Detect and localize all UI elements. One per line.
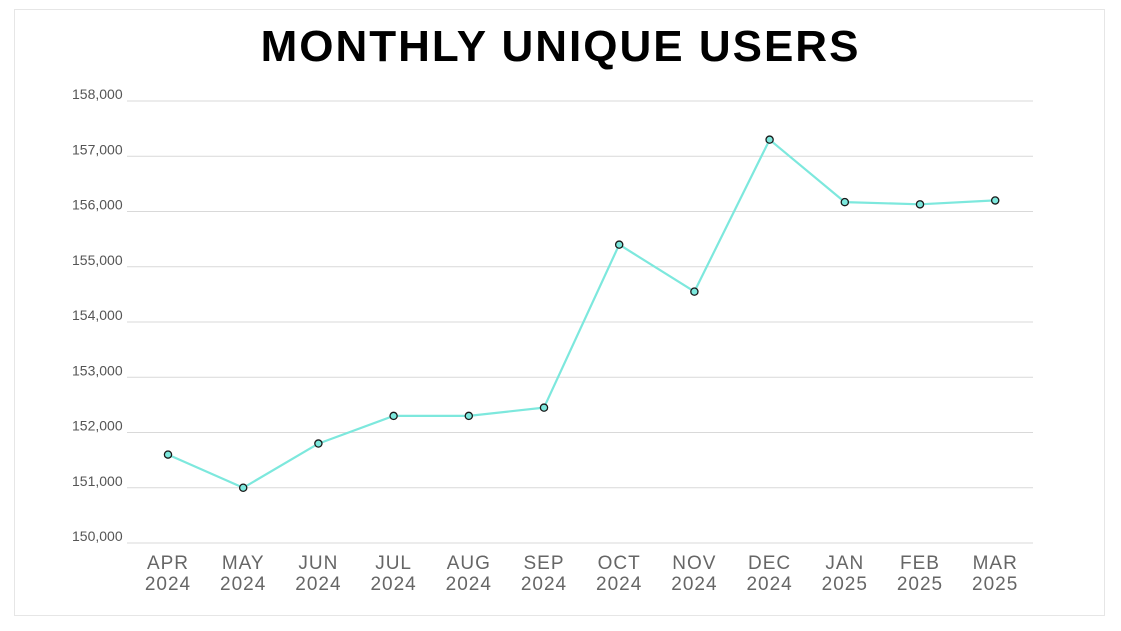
x-tick-label-month: NOV — [672, 553, 716, 574]
data-point — [840, 197, 850, 207]
x-tick-label-month: APR — [147, 553, 189, 574]
data-point — [990, 196, 1000, 205]
x-tick-label-year: 2024 — [746, 574, 792, 595]
x-tick-label-year: 2024 — [295, 574, 341, 595]
x-tick-label-year: 2025 — [972, 574, 1018, 595]
y-tick-label: 155,000 — [72, 252, 123, 268]
chart-frame — [14, 9, 1105, 616]
x-tick-label-month: FEB — [900, 553, 940, 574]
y-tick-label: 157,000 — [72, 141, 123, 157]
x-axis-tick-labels: APR2024MAY2024JUN2024JUL2024AUG2024SEP20… — [145, 553, 1018, 595]
x-tick-label-month: SEP — [523, 553, 564, 574]
series-line — [167, 138, 996, 489]
data-point — [238, 483, 248, 492]
x-tick-label-year: 2024 — [671, 574, 717, 595]
x-tick-label-year: 2024 — [521, 574, 567, 595]
x-tick-label-year: 2025 — [822, 574, 868, 595]
x-tick-label-month: MAY — [222, 553, 265, 574]
x-tick-label-year: 2024 — [220, 574, 266, 595]
chart-title: MONTHLY UNIQUE USERS — [260, 22, 861, 71]
y-tick-label: 153,000 — [72, 362, 123, 378]
x-tick-label-month: JUL — [375, 553, 412, 574]
data-point — [690, 287, 699, 296]
series-users — [163, 135, 1000, 492]
data-point — [614, 240, 624, 249]
data-point — [765, 135, 774, 144]
x-tick-label-month: JUN — [298, 553, 338, 574]
y-tick-label: 150,000 — [72, 528, 123, 544]
x-tick-label-year: 2024 — [446, 574, 492, 595]
data-point — [389, 411, 398, 421]
y-tick-label: 152,000 — [72, 418, 123, 434]
data-point — [915, 200, 925, 209]
x-tick-label-year: 2024 — [145, 574, 191, 595]
gridlines — [127, 100, 1033, 544]
x-tick-label-year: 2024 — [370, 574, 416, 595]
data-point — [539, 403, 549, 412]
x-tick-label-month: MAR — [973, 553, 1018, 574]
x-tick-label-month: DEC — [748, 553, 791, 574]
y-tick-label: 156,000 — [72, 197, 123, 213]
x-tick-label-year: 2025 — [897, 574, 943, 595]
x-tick-label-month: OCT — [598, 553, 641, 574]
y-tick-label: 158,000 — [72, 86, 123, 102]
x-tick-label-year: 2024 — [596, 574, 642, 595]
x-tick-label-month: AUG — [447, 553, 491, 574]
data-point — [464, 411, 474, 421]
data-point — [314, 439, 323, 448]
y-tick-label: 154,000 — [72, 307, 123, 323]
data-point — [163, 450, 173, 459]
y-tick-label: 151,000 — [72, 473, 123, 489]
x-tick-label-month: JAN — [825, 553, 864, 574]
y-axis-tick-labels: 150,000 151,000 152,000 153,000 154,000 155,0… — [72, 86, 123, 544]
